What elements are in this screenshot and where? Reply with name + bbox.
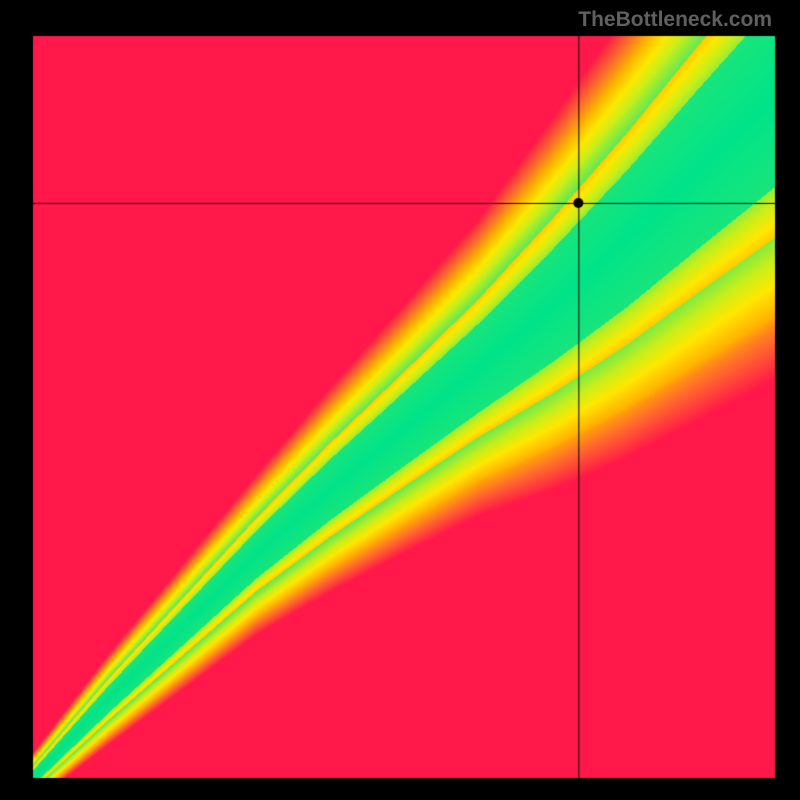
chart-container: TheBottleneck.com <box>0 0 800 800</box>
bottleneck-heatmap <box>0 0 800 800</box>
watermark-text: TheBottleneck.com <box>578 8 772 32</box>
